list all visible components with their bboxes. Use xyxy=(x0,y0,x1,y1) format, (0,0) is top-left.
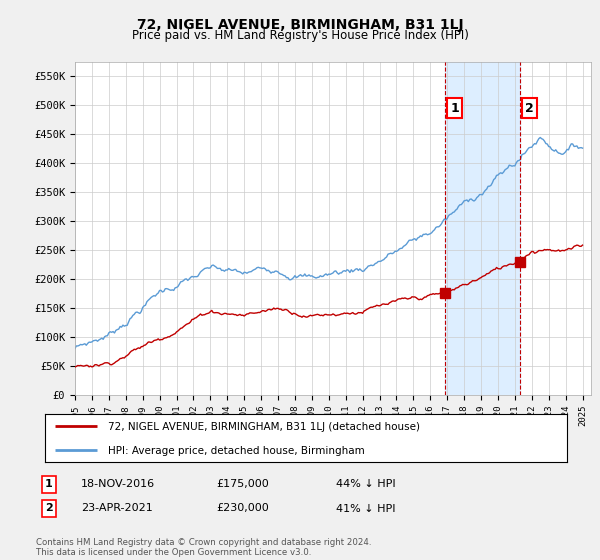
Bar xyxy=(445,62,520,395)
Text: 18-NOV-2016: 18-NOV-2016 xyxy=(81,479,155,489)
Text: £230,000: £230,000 xyxy=(216,503,269,514)
Text: 23-APR-2021: 23-APR-2021 xyxy=(81,503,153,514)
Text: 1: 1 xyxy=(45,479,53,489)
Text: Contains HM Land Registry data © Crown copyright and database right 2024.
This d: Contains HM Land Registry data © Crown c… xyxy=(36,538,371,557)
Text: 2: 2 xyxy=(45,503,53,514)
Text: 44% ↓ HPI: 44% ↓ HPI xyxy=(336,479,395,489)
Text: £175,000: £175,000 xyxy=(216,479,269,489)
Text: Price paid vs. HM Land Registry's House Price Index (HPI): Price paid vs. HM Land Registry's House … xyxy=(131,29,469,42)
Text: 1: 1 xyxy=(450,101,459,115)
Text: 72, NIGEL AVENUE, BIRMINGHAM, B31 1LJ (detached house): 72, NIGEL AVENUE, BIRMINGHAM, B31 1LJ (d… xyxy=(107,422,419,432)
Text: 72, NIGEL AVENUE, BIRMINGHAM, B31 1LJ: 72, NIGEL AVENUE, BIRMINGHAM, B31 1LJ xyxy=(137,18,463,32)
Text: 2: 2 xyxy=(525,101,534,115)
Text: HPI: Average price, detached house, Birmingham: HPI: Average price, detached house, Birm… xyxy=(107,446,364,456)
Text: 41% ↓ HPI: 41% ↓ HPI xyxy=(336,503,395,514)
